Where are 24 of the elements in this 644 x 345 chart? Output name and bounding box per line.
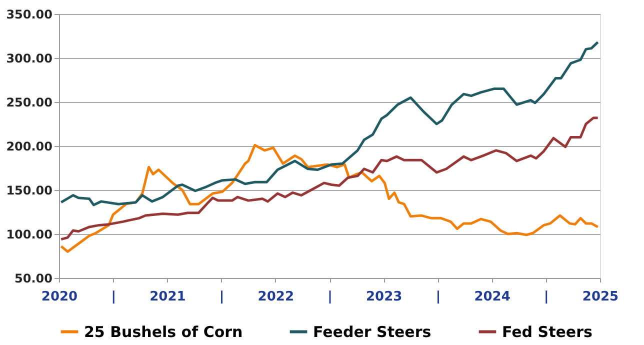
x-tick-label: | bbox=[544, 290, 549, 304]
y-tick-label: 200.00 bbox=[6, 140, 52, 154]
line-series bbox=[60, 144, 600, 253]
x-tick-label: 2024 bbox=[474, 290, 510, 304]
x-tick-label: | bbox=[111, 290, 116, 304]
x-tick-label: | bbox=[436, 290, 441, 304]
line-series bbox=[60, 40, 600, 206]
x-tick-label: 2025 bbox=[582, 290, 619, 304]
y-tick-label: 300.00 bbox=[6, 52, 52, 66]
line-series bbox=[60, 116, 600, 241]
legend-label: Fed Steers bbox=[502, 322, 592, 341]
x-tick-label: | bbox=[219, 290, 224, 304]
legend-label: 25 Bushels of Corn bbox=[84, 322, 243, 341]
legend-label: Feeder Steers bbox=[313, 322, 432, 341]
y-tick-label: 150.00 bbox=[6, 184, 52, 198]
y-tick-label: 50.00 bbox=[14, 272, 52, 286]
x-tick-label: 2023 bbox=[366, 290, 402, 304]
x-tick-label: 2022 bbox=[258, 290, 294, 304]
x-tick-label: 2021 bbox=[150, 290, 186, 304]
x-tick-label: | bbox=[328, 290, 332, 304]
y-tick-label: 350.00 bbox=[6, 8, 52, 22]
y-tick-label: 250.00 bbox=[6, 96, 52, 110]
x-tick-label: 2020 bbox=[41, 290, 78, 304]
y-tick-label: 100.00 bbox=[6, 228, 52, 242]
